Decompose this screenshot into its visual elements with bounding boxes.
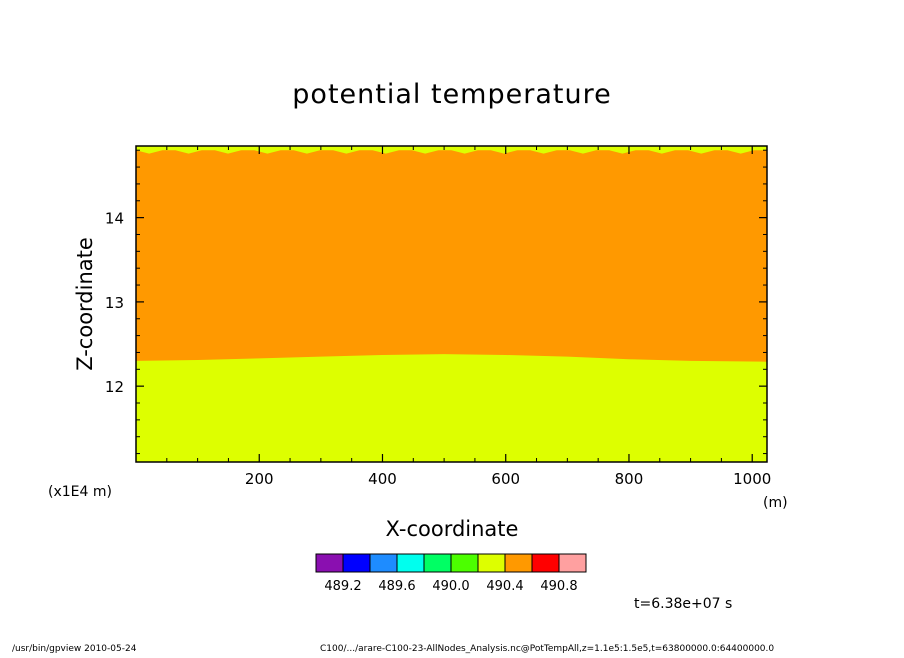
x-tick-label: 800 [615,470,644,488]
y-tick-label: 12 [105,378,124,396]
colorbar-swatch [531,553,560,573]
x-tick-label: 600 [491,470,520,488]
colorbar-label: 490.0 [432,579,469,594]
colorbar: 489.2 489.6 490.0 490.4 490.8 [315,553,587,594]
time-label: t=6.38e+07 s [634,596,732,612]
colorbar-label: 489.6 [378,579,415,594]
x-unit-label: (m) [763,495,788,511]
colorbar-swatch [504,553,533,573]
y-tick-label: 13 [105,294,124,312]
colorbar-swatch [477,553,506,573]
y-tick-label: 14 [105,210,124,228]
x-tick-label: 200 [245,470,274,488]
footer-right: C100/.../arare-C100-23-AllNodes_Analysis… [320,644,774,654]
plot-area: 200 400 600 800 1000 12 13 14 [105,145,771,488]
colorbar-swatch [423,553,452,573]
colorbar-label: 489.2 [324,579,361,594]
colorbar-swatch [558,553,587,573]
x-tick-label: 1000 [733,470,771,488]
y-scale-label: (x1E4 m) [48,484,112,500]
x-tick-label: 400 [368,470,397,488]
colorbar-swatch [396,553,425,573]
chart-title: potential temperature [292,79,611,110]
colorbar-swatch [315,553,344,573]
colorbar-label: 490.4 [486,579,523,594]
plot-frame [135,145,768,463]
colorbar-label: 490.8 [540,579,577,594]
region-upper [136,150,767,362]
x-axis-title: X-coordinate [386,517,519,541]
y-axis-title: Z-coordinate [73,237,97,371]
colorbar-swatch [369,553,398,573]
colorbar-swatch [342,553,371,573]
colorbar-swatch [450,553,479,573]
footer-left: /usr/bin/gpview 2010-05-24 [12,644,137,654]
